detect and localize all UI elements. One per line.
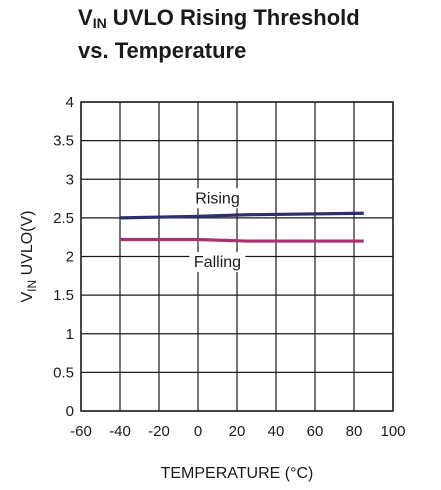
ylabel-main: V <box>19 292 36 303</box>
series-line-falling <box>120 240 364 242</box>
x-tick-label: 40 <box>268 423 285 440</box>
x-tick-label: -20 <box>148 423 170 440</box>
ylabel-rest: UVLO(V) <box>19 210 36 279</box>
x-tick-labels: -60 -40 -20 0 20 40 60 80 100 <box>70 423 405 440</box>
y-tick-labels: 0 0.5 1 1.5 2 2.5 3 3.5 4 <box>53 94 74 420</box>
series-label-rising: Rising <box>195 190 239 207</box>
y-axis-label: VIN UVLO(V) <box>19 210 39 302</box>
y-tick-label: 3.5 <box>53 133 74 150</box>
x-tick-label: 100 <box>380 423 405 440</box>
y-tick-label: 4 <box>66 94 74 111</box>
y-tick-label: 3 <box>66 171 74 188</box>
series-label-falling: Falling <box>194 254 241 271</box>
x-tick-label: 80 <box>346 423 363 440</box>
series-line-rising <box>120 213 364 218</box>
x-tick-label: 20 <box>229 423 246 440</box>
y-tick-label: 2 <box>66 249 74 266</box>
x-tick-label: 60 <box>307 423 324 440</box>
y-tick-label: 0 <box>66 403 74 420</box>
y-tick-label: 2.5 <box>53 210 74 227</box>
y-tick-label: 0.5 <box>53 364 74 381</box>
x-tick-label: 0 <box>194 423 202 440</box>
x-axis-label: TEMPERATURE (°C) <box>161 465 314 482</box>
ylabel-subscript: IN <box>25 280 39 292</box>
y-tick-label: 1.5 <box>53 287 74 304</box>
x-tick-label: -40 <box>109 423 131 440</box>
series-group: Rising Falling <box>120 188 364 272</box>
y-tick-label: 1 <box>66 326 74 343</box>
x-tick-label: -60 <box>70 423 92 440</box>
